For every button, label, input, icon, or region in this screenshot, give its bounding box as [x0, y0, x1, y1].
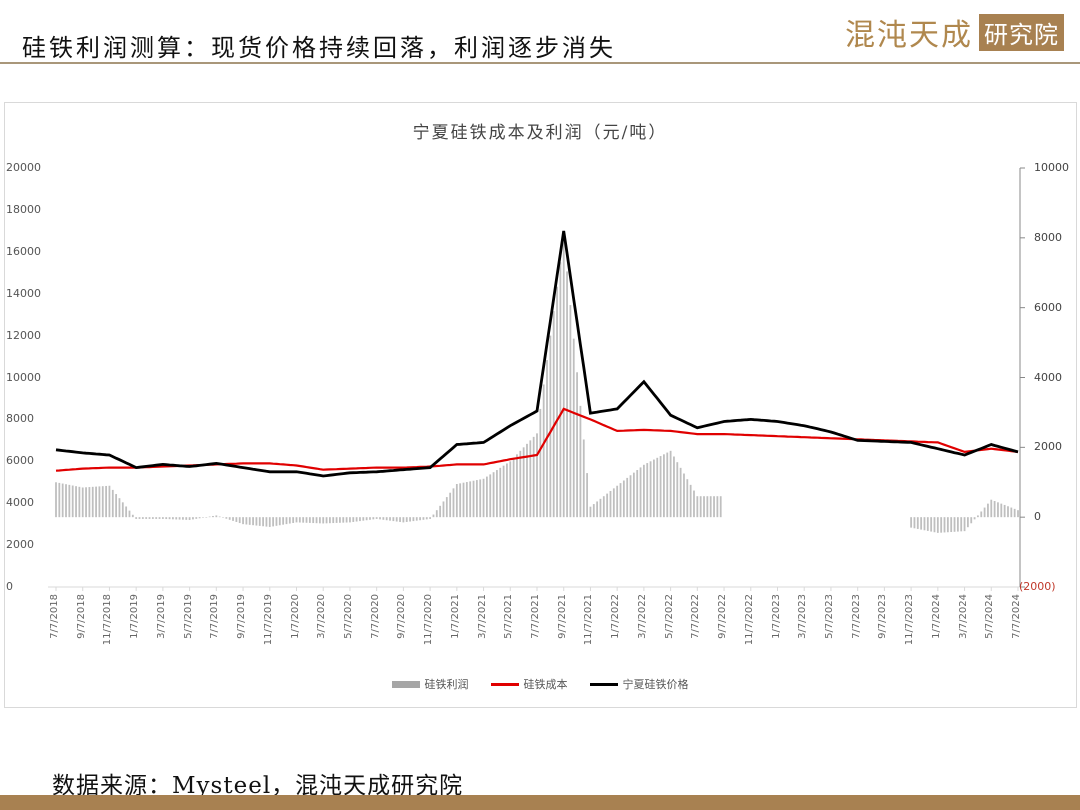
x-tick-label: 9/7/2021 — [556, 594, 568, 639]
x-tick-label: 7/7/2024 — [1011, 594, 1022, 639]
x-tick-label: 11/7/2020 — [423, 594, 435, 646]
x-tick-label: 7/7/2023 — [850, 594, 862, 639]
x-tick-label: 11/7/2019 — [262, 594, 274, 646]
x-tick-label: 5/7/2020 — [342, 594, 354, 639]
x-tick-label: 3/7/2022 — [636, 594, 648, 639]
y-tick-label: 20000 — [6, 161, 41, 174]
y-tick-label: (2000) — [1019, 580, 1056, 593]
x-tick-label: 7/7/2021 — [530, 594, 541, 639]
legend-swatch-line — [490, 682, 519, 686]
right-axis-ticks — [1020, 167, 1025, 588]
y-tick-label: 8000 — [1034, 230, 1062, 244]
legend-item-price: 宁夏硅铁价格 — [589, 676, 689, 692]
x-tick-label: 7/7/2020 — [369, 594, 381, 639]
x-tick-label: 5/7/2019 — [182, 594, 194, 639]
x-tick-label: 3/7/2024 — [957, 594, 969, 639]
y-tick-label: 2000 — [6, 538, 34, 552]
x-tick-label: 5/7/2022 — [663, 594, 675, 639]
legend-swatch-bar — [391, 680, 420, 688]
page-title: 硅铁利润测算：现货价格持续回落，利润逐步消失 — [22, 34, 616, 62]
chart-legend: 硅铁利润 硅铁成本 宁夏硅铁价格 — [0, 676, 1080, 692]
y-tick-label: 6000 — [1034, 300, 1062, 314]
legend-item-cost: 硅铁成本 — [490, 676, 568, 692]
y-tick-label: 10000 — [6, 370, 41, 384]
profit-bars — [55, 237, 1019, 533]
x-tick-label: 9/7/2023 — [877, 594, 889, 639]
x-tick-label: 1/7/2021 — [449, 594, 461, 639]
logo-text: 混沌天成 — [845, 18, 973, 53]
brand-logo: 混沌天成 研究院 — [845, 13, 1064, 53]
x-tick-label: 1/7/2022 — [610, 594, 622, 639]
x-tick-label: 1/7/2019 — [129, 594, 141, 639]
y-tick-label: 12000 — [6, 328, 41, 342]
y-tick-label: 2000 — [1034, 440, 1062, 454]
x-tick-label: 7/7/2018 — [49, 594, 60, 639]
data-source-note: 数据来源：Mysteel，混沌天成研究院 — [52, 773, 464, 799]
y-tick-label: 18000 — [6, 202, 41, 216]
y-tick-label: 0 — [6, 580, 13, 593]
x-tick-label: 9/7/2020 — [396, 594, 408, 639]
legend-item-profit: 硅铁利润 — [391, 676, 469, 692]
logo-badge: 研究院 — [979, 13, 1064, 51]
footer-bar — [0, 795, 1080, 810]
chart-title: 宁夏硅铁成本及利润（元/吨） — [412, 123, 668, 143]
y-tick-label: 4000 — [1034, 370, 1062, 384]
legend-label: 宁夏硅铁价格 — [622, 678, 689, 691]
y-tick-label: 6000 — [6, 454, 34, 468]
x-tick-label: 7/7/2022 — [690, 594, 702, 639]
x-tick-label: 5/7/2021 — [503, 594, 515, 639]
x-tick-label: 5/7/2024 — [984, 594, 996, 639]
legend-label: 硅铁利润 — [424, 678, 469, 691]
y-tick-label: 16000 — [6, 244, 41, 258]
header-divider — [0, 62, 1080, 64]
x-tick-label: 11/7/2021 — [583, 594, 595, 646]
x-tick-label: 3/7/2023 — [797, 594, 809, 639]
x-tick-label: 11/7/2023 — [904, 594, 916, 646]
x-tick-label: 7/7/2019 — [209, 594, 221, 639]
x-axis-ticks — [55, 587, 1019, 591]
x-tick-label: 5/7/2023 — [823, 594, 835, 639]
y-tick-label: 4000 — [6, 496, 34, 510]
legend-swatch-line — [589, 682, 618, 686]
x-tick-label: 3/7/2019 — [155, 594, 167, 639]
x-tick-label: 9/7/2019 — [236, 594, 248, 639]
x-tick-label: 9/7/2018 — [75, 594, 87, 639]
x-tick-label: 3/7/2020 — [316, 594, 328, 639]
x-tick-label: 1/7/2020 — [289, 594, 301, 639]
y-tick-label: 0 — [1034, 510, 1041, 524]
y-tick-label: 8000 — [6, 412, 34, 426]
x-tick-label: 9/7/2022 — [717, 594, 729, 639]
chart-frame — [4, 102, 1077, 708]
x-tick-label: 1/7/2024 — [930, 594, 942, 639]
x-tick-label: 3/7/2021 — [476, 594, 488, 639]
x-tick-label: 11/7/2018 — [102, 594, 114, 646]
y-tick-label: 14000 — [6, 286, 41, 300]
x-tick-label: 1/7/2023 — [770, 594, 782, 639]
price-line — [55, 230, 1019, 478]
x-tick-label: 11/7/2022 — [743, 594, 755, 646]
legend-label: 硅铁成本 — [523, 678, 568, 691]
y-tick-label: 10000 — [1034, 161, 1069, 174]
